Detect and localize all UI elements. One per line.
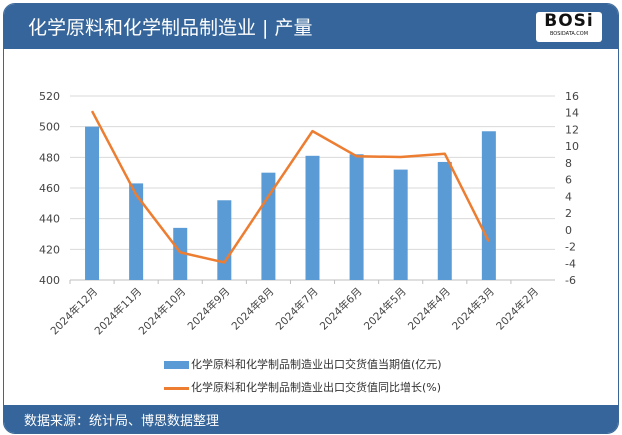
left-tick-label: 500 [39,121,60,134]
x-tick-label: 2024年10月 [136,285,188,337]
logo-text: BOSi [544,11,594,31]
bar [217,200,232,280]
legend-swatch-bar [164,361,189,369]
right-tick-label: 2 [565,207,572,220]
logo: BOSi BOSIDATA.COM [536,12,602,42]
right-tick-label: 8 [565,157,572,170]
page-title: 化学原料和化学制品制造业 | 产量 [28,17,313,39]
right-tick-label: 4 [565,190,572,203]
x-tick-label: 2024年5月 [361,285,409,333]
right-tick-label: 10 [565,140,579,153]
bar [305,155,320,280]
legend-swatch-line [164,386,189,390]
right-tick-label: 16 [565,90,579,103]
legend-label: 化学原料和化学制品制造业出口交货值同比增长(%) [191,381,442,394]
logo-subtext: BOSIDATA.COM [549,31,589,37]
right-tick-label: 12 [565,123,579,136]
footer: 数据来源：统计局、博思数据整理 [4,405,618,433]
bar [129,183,144,280]
data-source: 数据来源：统计局、博思数据整理 [24,414,220,429]
right-tick-label: -6 [565,274,576,287]
x-tick-label: 2024年4月 [405,285,453,333]
x-tick-label: 2024年7月 [273,285,321,333]
header: 化学原料和化学制品制造业 | 产量 BOSi BOSIDATA.COM [4,4,618,49]
right-tick-label: 14 [565,107,579,120]
right-tick-label: 0 [565,224,572,237]
left-tick-label: 520 [39,90,60,103]
left-tick-label: 460 [39,182,60,195]
bar [85,126,100,281]
left-tick-label: 400 [39,274,60,287]
left-tick-label: 480 [39,151,60,164]
growth-line [90,110,490,264]
right-tick-label: -4 [565,257,576,270]
bar [481,131,496,280]
x-tick-label: 2024年8月 [229,285,277,333]
right-tick-label: -2 [565,241,576,254]
bar [437,161,452,280]
legend-item-bar: 化学原料和化学制品制造业出口交货值当期值(亿元) [164,356,442,372]
bar [349,154,364,280]
x-tick-label: 2024年6月 [317,285,365,333]
x-tick-label: 2024年3月 [449,285,497,333]
legend-label: 化学原料和化学制品制造业出口交货值当期值(亿元) [191,358,442,371]
left-tick-label: 440 [39,213,60,226]
bar [393,169,408,280]
bar [173,227,188,280]
x-tick-label: 2024年9月 [185,285,233,333]
x-tick-label: 2024年2月 [493,285,541,333]
right-tick-label: 6 [565,174,572,187]
legend-item-line: 化学原料和化学制品制造业出口交货值同比增长(%) [164,379,441,395]
left-tick-label: 420 [39,243,60,256]
